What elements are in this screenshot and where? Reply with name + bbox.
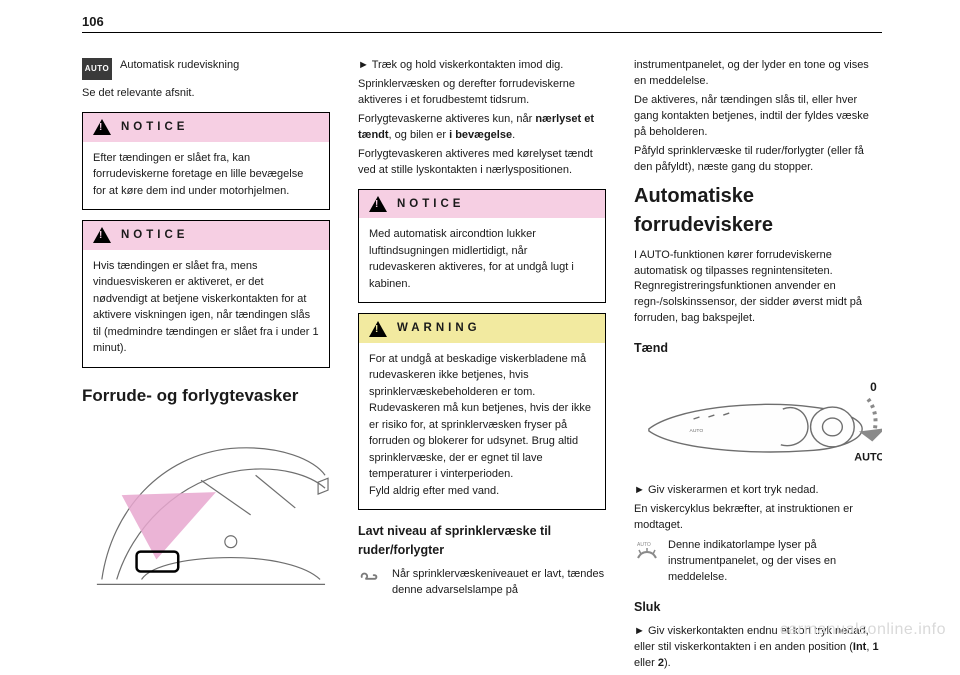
svg-text:AUTO: AUTO — [637, 542, 651, 548]
headlight-washer-condition: Forlygtevaskerne aktiveres kun, når nærl… — [358, 112, 606, 144]
indicator-row: AUTO Denne indikatorlampe lyser på instr… — [634, 538, 882, 586]
notice-triangle-icon — [369, 196, 387, 212]
notice-triangle-icon — [93, 119, 111, 135]
headlight-washer-drl-text: Forlygtevaskeren aktiveres med kørelyset… — [358, 147, 606, 179]
low-fluid-cont-c: Påfyld sprinklervæske til ruder/forlygte… — [634, 144, 882, 176]
warning-header: WARNING — [359, 314, 605, 343]
notice-box-2: NOTICE Hvis tændingen er slået fra, mens… — [82, 220, 330, 368]
top-rule — [82, 32, 882, 33]
notice-1-title: NOTICE — [121, 119, 188, 136]
notice-box-3: NOTICE Med automatisk aircondtion lukker… — [358, 189, 606, 304]
spray-activation-text: Sprinklervæsken og derefter forrudeviske… — [358, 77, 606, 109]
notice-2-header: NOTICE — [83, 221, 329, 250]
notice-1-header: NOTICE — [83, 113, 329, 142]
column-1: AUTO Automatisk rudeviskning Se det rele… — [82, 58, 330, 675]
low-fluid-cont-a: instrumentpanelet, og der lyder en tone … — [634, 58, 882, 90]
turn-off-heading: Sluk — [634, 598, 882, 616]
stalk-label-0: 0 — [870, 381, 877, 395]
notice-2-body: Hvis tændingen er slået fra, mens vindue… — [83, 250, 329, 367]
notice-3-body: Med automatisk aircondtion lukker luftin… — [359, 218, 605, 302]
see-section-text: Se det relevante afsnit. — [82, 86, 330, 102]
low-fluid-cont-b: De aktiveres, når tændingen slås til, el… — [634, 93, 882, 141]
turn-on-confirm: En viskercyklus bekræfter, at instruktio… — [634, 502, 882, 534]
watermark: carmanualsonline.info — [780, 621, 946, 639]
notice-box-1: NOTICE Efter tændingen er slået fra, kan… — [82, 112, 330, 210]
wrench-icon — [359, 569, 381, 585]
turn-on-step: ► Giv viskerarmen et kort tryk nedad. — [634, 483, 882, 499]
manual-page: 106 AUTO Automatisk rudeviskning Se det … — [0, 0, 960, 649]
notice-1-body: Efter tændingen er slået fra, kan forrud… — [83, 142, 329, 210]
low-fluid-row: Når sprinklervæskeniveauet er lavt, tænd… — [358, 567, 606, 599]
notice-triangle-icon — [93, 227, 111, 243]
auto-wipers-heading: Automatiske forrudeviskere — [634, 182, 882, 240]
pull-stalk-step: ► Træk og hold viskerkontakten imod dig. — [358, 58, 606, 74]
warning-title: WARNING — [397, 320, 481, 337]
car-washer-illustration — [82, 420, 330, 590]
washer-heading: Forrude- og forlygtevasker — [82, 384, 330, 409]
auto-wiping-row: AUTO Automatisk rudeviskning — [82, 58, 330, 80]
warning-body: For at undgå at beskadige viskerbladene … — [359, 343, 605, 510]
page-number: 106 — [82, 14, 104, 29]
columns: AUTO Automatisk rudeviskning Se det rele… — [82, 58, 882, 675]
svg-text:AUTO: AUTO — [690, 428, 704, 434]
notice-3-header: NOTICE — [359, 190, 605, 219]
low-fluid-heading: Lavt niveau af sprinklervæske til ruder/… — [358, 522, 606, 558]
warning-triangle-icon — [369, 321, 387, 337]
wiper-stalk-illustration: AUTO 0 AUTO — [634, 369, 882, 469]
auto-badge-icon: AUTO — [82, 58, 112, 80]
column-2: ► Træk og hold viskerkontakten imod dig.… — [358, 58, 606, 675]
stalk-label-auto: AUTO — [854, 452, 882, 464]
warning-box: WARNING For at undgå at beskadige visker… — [358, 313, 606, 510]
auto-wiper-indicator-icon: AUTO — [634, 540, 660, 562]
notice-3-title: NOTICE — [397, 196, 464, 213]
column-3: instrumentpanelet, og der lyder en tone … — [634, 58, 882, 675]
turn-on-heading: Tænd — [634, 339, 882, 357]
notice-2-title: NOTICE — [121, 227, 188, 244]
low-fluid-text: Når sprinklervæskeniveauet er lavt, tænd… — [392, 567, 606, 599]
auto-wipers-intro: I AUTO-funktionen kører forrudeviskerne … — [634, 248, 882, 328]
auto-wiping-label: Automatisk rudeviskning — [120, 58, 239, 74]
indicator-text: Denne indikatorlampe lyser på instrument… — [668, 538, 882, 586]
